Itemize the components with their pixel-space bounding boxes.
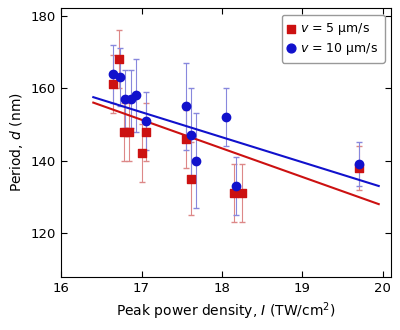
$v$ = 5 μm/s <box>116 56 122 62</box>
$v$ = 10 μm/s <box>128 96 134 102</box>
$v$ = 5 μm/s <box>188 176 194 182</box>
$v$ = 5 μm/s <box>126 129 133 134</box>
$v$ = 10 μm/s <box>356 162 362 167</box>
$v$ = 10 μm/s <box>122 96 129 102</box>
$v$ = 5 μm/s <box>239 191 245 196</box>
$v$ = 10 μm/s <box>188 133 194 138</box>
$v$ = 5 μm/s <box>142 129 149 134</box>
$v$ = 10 μm/s <box>182 104 189 109</box>
$v$ = 10 μm/s <box>223 115 229 120</box>
$v$ = 5 μm/s <box>182 136 189 142</box>
$v$ = 5 μm/s <box>231 191 237 196</box>
$v$ = 10 μm/s <box>142 118 149 123</box>
X-axis label: Peak power density, $I$ (TW/cm$^2$): Peak power density, $I$ (TW/cm$^2$) <box>116 300 336 322</box>
$v$ = 5 μm/s <box>110 82 116 87</box>
$v$ = 10 μm/s <box>133 93 139 98</box>
$v$ = 5 μm/s <box>138 151 145 156</box>
$v$ = 10 μm/s <box>233 183 240 189</box>
$v$ = 10 μm/s <box>193 158 200 163</box>
Y-axis label: Period, $d$ (nm): Period, $d$ (nm) <box>8 93 25 192</box>
$v$ = 5 μm/s <box>121 129 127 134</box>
$v$ = 5 μm/s <box>356 165 362 171</box>
$v$ = 10 μm/s <box>110 71 116 76</box>
Legend: $v$ = 5 μm/s, $v$ = 10 μm/s: $v$ = 5 μm/s, $v$ = 10 μm/s <box>282 15 384 63</box>
$v$ = 10 μm/s <box>117 75 123 80</box>
